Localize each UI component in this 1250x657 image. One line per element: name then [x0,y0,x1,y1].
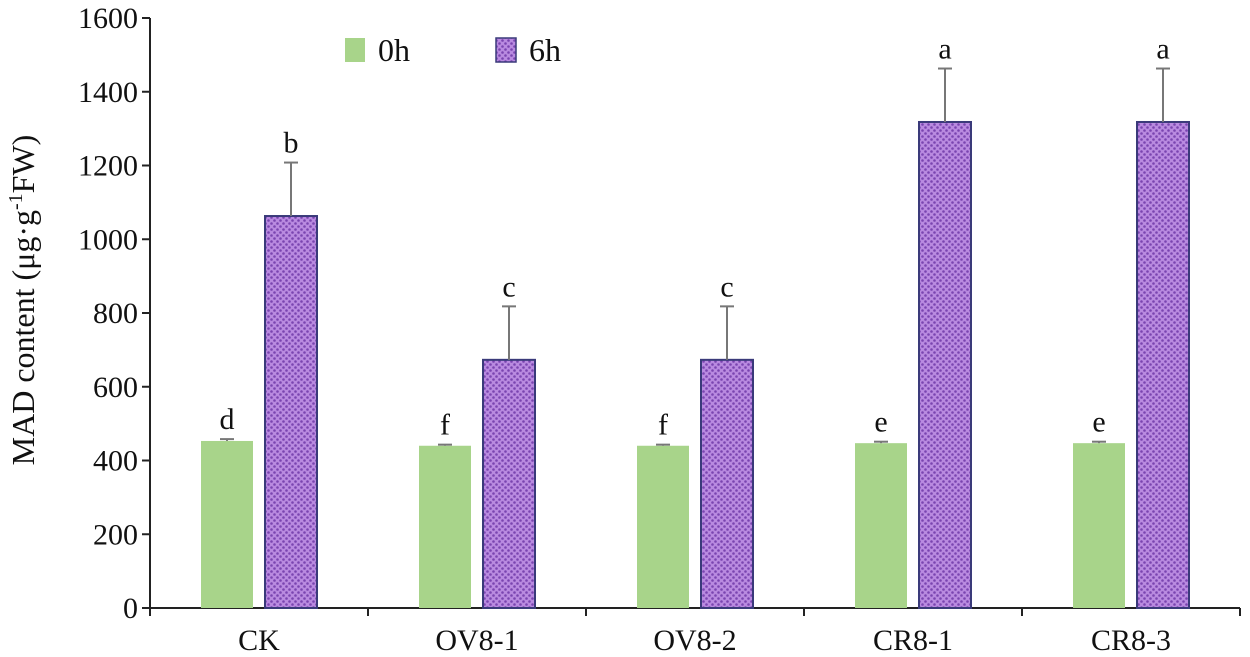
bar-0h-OV8-1 [419,445,471,608]
significance-label: b [284,127,299,160]
x-tick-label: OV8-1 [435,624,518,657]
bar-6h-CR8-1 [918,120,972,610]
bar-6h-OV8-2 [700,358,754,609]
y-tick-label: 1400 [78,76,138,109]
bar-6h-CR8-3 [1136,120,1190,610]
significance-label: a [938,33,951,66]
significance-label: d [220,403,235,436]
y-tick-label: 800 [93,297,138,330]
x-ticks: CK OV8-1 OV8-2 CR8-1 CR8-3 [149,608,1241,657]
significance-label: e [1092,406,1105,439]
y-tick-label: 400 [93,445,138,478]
y-tick-label: 1600 [78,2,138,35]
bar-6h-CK [264,215,318,610]
x-tick-label: CR8-3 [1091,624,1171,657]
bar-0h-OV8-2 [637,445,689,608]
x-tick-label: CK [238,624,280,657]
significance-label: a [1156,33,1169,66]
legend: 0h 6h [345,32,561,68]
y-axis-title: MAD content (μg·g-1FW) [5,135,41,466]
legend-swatch-0h [345,38,365,62]
significance-label: f [658,409,668,442]
significance-label: f [440,409,450,442]
x-tick-label: OV8-2 [653,624,736,657]
y-tick-label: 1200 [78,150,138,183]
bar-0h-CR8-3 [1073,443,1125,608]
y-tick-label: 0 [123,592,138,625]
y-tick-label: 200 [93,518,138,551]
y-ticks: 0 200 400 600 800 1000 1200 1400 1600 [78,2,150,625]
legend-label-0h: 0h [378,32,410,68]
bar-0h-CK [201,440,253,608]
y-tick-label: 1000 [78,223,138,256]
x-tick-label: CR8-1 [873,624,953,657]
legend-swatch-6h [495,37,517,63]
significance-labels: d b f c f c e a e a [220,33,1170,442]
bar-0h-CR8-1 [855,443,907,608]
bars [201,67,1190,610]
significance-label: c [720,270,733,303]
y-tick-label: 600 [93,371,138,404]
legend-label-6h: 6h [529,32,561,68]
significance-label: e [874,406,887,439]
significance-label: c [502,270,515,303]
bar-6h-OV8-1 [482,358,536,609]
